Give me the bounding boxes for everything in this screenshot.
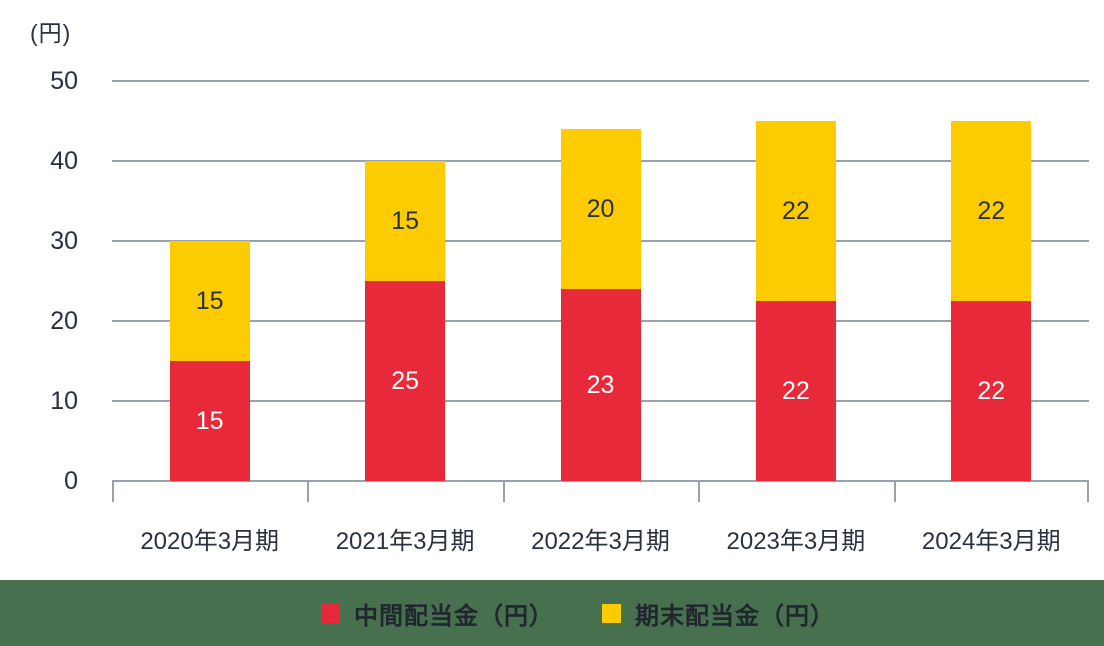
bar-yearend-value-label: 22 — [781, 197, 810, 225]
bar-yearend-2022年3月期: 20 — [560, 129, 641, 289]
y-tick-label-0: 0 — [64, 467, 78, 495]
x-axis-tick — [698, 481, 700, 502]
y-axis-unit-label: (円) — [30, 20, 72, 46]
x-axis-tick — [307, 481, 309, 502]
gridline-0 — [112, 480, 1089, 482]
y-tick-label-50: 50 — [50, 67, 78, 95]
y-tick-label-10: 10 — [50, 387, 78, 415]
chart-legend: 中間配当金（円） 期末配当金（円） — [26, 580, 1104, 646]
bar-interim-value-label: 25 — [391, 367, 419, 395]
y-tick-label-30: 30 — [50, 227, 78, 255]
bar-yearend-value-label: 15 — [391, 207, 419, 235]
chart-plot-area: 15 15 2020年3月期 25 15 2021年3月期 23 20 2022年3月期 22 22… — [112, 80, 1089, 555]
gridline-50 — [112, 80, 1089, 82]
bar-yearend-value-label: 22 — [977, 197, 1006, 225]
legend-item-yearend: 期末配当金（円） — [602, 596, 835, 631]
legend-item-interim: 中間配当金（円） — [321, 596, 554, 631]
legend-band: 中間配当金（円） 期末配当金（円） — [0, 580, 1104, 646]
bar-interim-value-label: 23 — [586, 371, 615, 399]
x-category-label-2021年3月期: 2021年3月期 — [335, 528, 475, 555]
x-axis-tick — [894, 481, 896, 502]
x-category-label-2022年3月期: 2022年3月期 — [531, 528, 670, 555]
x-axis-tick — [112, 481, 114, 502]
y-tick-label-40: 40 — [50, 147, 78, 175]
bar-yearend-2023年3月期: 22 — [755, 121, 836, 301]
bar-interim-2021年3月期: 25 — [365, 281, 446, 481]
bar-interim-2023年3月期: 22 — [755, 301, 836, 481]
x-axis-tick — [1087, 481, 1089, 502]
bar-yearend-value-label: 15 — [195, 287, 224, 315]
bar-yearend-value-label: 20 — [586, 195, 615, 223]
x-category-label-2020年3月期: 2020年3月期 — [140, 528, 280, 555]
bar-interim-value-label: 15 — [195, 407, 224, 435]
x-category-label-2024年3月期: 2024年3月期 — [921, 528, 1061, 555]
bar-interim-2022年3月期: 23 — [560, 289, 641, 481]
legend-swatch-yearend-icon — [602, 603, 621, 623]
bar-interim-value-label: 22 — [977, 377, 1006, 405]
x-category-label-2023年3月期: 2023年3月期 — [726, 528, 866, 555]
bar-yearend-2020年3月期: 15 — [169, 241, 250, 361]
bar-yearend-2021年3月期: 15 — [365, 161, 446, 281]
bar-interim-2020年3月期: 15 — [169, 361, 250, 481]
bar-yearend-2024年3月期: 22 — [951, 121, 1032, 301]
y-tick-label-20: 20 — [50, 307, 78, 335]
bar-interim-value-label: 22 — [781, 377, 810, 405]
bar-interim-2024年3月期: 22 — [951, 301, 1032, 481]
legend-swatch-interim-icon — [321, 603, 340, 623]
x-axis-tick — [503, 481, 505, 502]
legend-label-yearend: 期末配当金（円） — [635, 602, 835, 630]
legend-label-interim: 中間配当金（円） — [354, 602, 554, 630]
